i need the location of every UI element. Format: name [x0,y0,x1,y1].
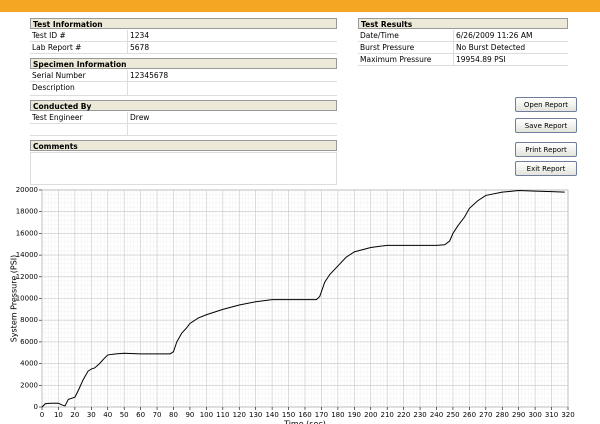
x-tick-label: 210 [381,411,394,419]
section-header: Comments [30,140,337,151]
x-tick-label: 110 [216,411,229,419]
field-value: 6/26/2009 11:26 AM [453,30,532,41]
y-axis-label: System Pressure (PSI) [10,255,19,343]
field-label: Date/Time [360,31,399,40]
x-tick-label: 310 [545,411,558,419]
field-label: Lab Report # [32,43,82,52]
form-row: Lab Report # 5678 [30,42,337,54]
x-tick-label: 120 [233,411,246,419]
x-tick-label: 70 [153,411,162,419]
x-tick-label: 170 [315,411,328,419]
field-value [127,124,130,135]
form-row: Maximum Pressure 19954.89 PSI [358,54,568,66]
comments-box [30,152,337,185]
x-tick-label: 320 [561,411,574,419]
top-bar [0,0,600,12]
x-tick-label: 200 [364,411,377,419]
x-tick-label: 270 [479,411,492,419]
y-tick-label: 4000 [20,360,38,368]
field-value: No Burst Detected [453,42,525,53]
x-tick-label: 280 [496,411,509,419]
form-row: Test Engineer Drew [30,112,337,124]
y-tick-label: 2000 [20,381,38,389]
x-tick-label: 190 [348,411,361,419]
field-label: Test Engineer [32,113,83,122]
field-value: Drew [127,112,149,123]
x-tick-label: 10 [54,411,63,419]
form-row: Burst Pressure No Burst Detected [358,42,568,54]
section-header: Specimen Information [30,58,337,69]
x-tick-label: 230 [413,411,426,419]
x-tick-label: 300 [528,411,541,419]
form-row [30,124,337,136]
y-tick-label: 6000 [20,338,38,346]
form-row: Date/Time 6/26/2009 11:26 AM [358,30,568,42]
x-tick-label: 180 [331,411,344,419]
x-tick-label: 290 [512,411,525,419]
section-header: Test Results [358,18,568,29]
report-button[interactable]: Exit Report [515,161,577,176]
report-button[interactable]: Save Report [515,118,577,133]
y-tick-label: 10000 [16,295,38,303]
x-tick-label: 40 [103,411,112,419]
section-header: Test Information [30,18,337,29]
x-tick-label: 60 [136,411,145,419]
field-label: Test ID # [32,31,66,40]
y-tick-label: 8000 [20,316,38,324]
x-tick-label: 90 [185,411,194,419]
section-header: Conducted By [30,100,337,111]
field-value [127,82,130,95]
field-label: Serial Number [32,71,86,80]
field-value: 1234 [127,30,149,41]
x-tick-label: 140 [265,411,278,419]
x-tick-label: 150 [282,411,295,419]
x-tick-label: 250 [446,411,459,419]
x-tick-label: 20 [70,411,79,419]
x-tick-label: 30 [87,411,96,419]
x-tick-label: 260 [463,411,476,419]
y-tick-label: 14000 [16,251,38,259]
x-tick-label: 160 [298,411,311,419]
field-label: Burst Pressure [360,43,415,52]
x-tick-label: 240 [430,411,443,419]
form-row: Serial Number 12345678 [30,70,337,82]
y-tick-label: 12000 [16,273,38,281]
form-row: Test ID # 1234 [30,30,337,42]
field-label: Description [32,83,75,92]
x-tick-label: 100 [200,411,213,419]
x-tick-label: 50 [120,411,129,419]
report-button[interactable]: Print Report [515,142,577,157]
report-button[interactable]: Open Report [515,97,577,112]
form-row: Description [30,82,337,96]
y-tick-label: 16000 [16,229,38,237]
field-value: 19954.89 PSI [453,54,506,65]
y-tick-label: 18000 [16,208,38,216]
field-label: Maximum Pressure [360,55,432,64]
y-tick-label: 0 [34,403,38,411]
y-tick-label: 20000 [16,186,38,194]
field-value: 12345678 [127,70,168,81]
field-value: 5678 [127,42,149,53]
pressure-line [41,190,565,408]
x-tick-label: 130 [249,411,262,419]
x-tick-label: 0 [40,411,44,419]
x-axis-label: Time (sec) [283,420,326,424]
x-tick-label: 220 [397,411,410,419]
x-tick-label: 80 [169,411,178,419]
